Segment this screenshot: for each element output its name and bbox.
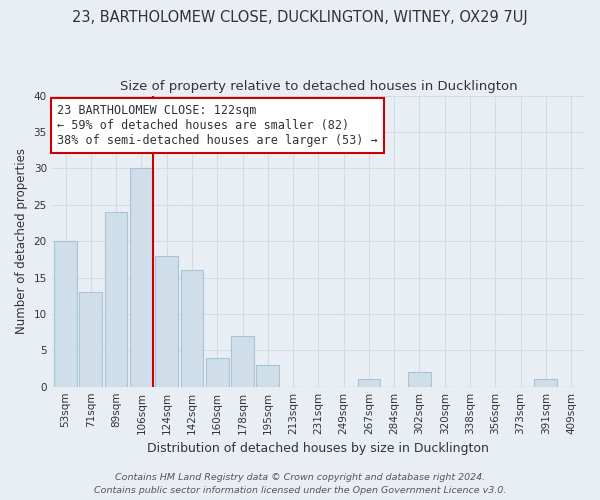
Bar xyxy=(358,380,380,386)
Bar xyxy=(181,270,203,386)
X-axis label: Distribution of detached houses by size in Ducklington: Distribution of detached houses by size … xyxy=(148,442,489,455)
Bar xyxy=(54,241,77,386)
Text: 23 BARTHOLOMEW CLOSE: 122sqm
← 59% of detached houses are smaller (82)
38% of se: 23 BARTHOLOMEW CLOSE: 122sqm ← 59% of de… xyxy=(57,104,377,148)
Bar xyxy=(231,336,254,386)
Bar xyxy=(256,365,279,386)
Bar xyxy=(535,380,557,386)
Bar xyxy=(105,212,127,386)
Bar xyxy=(408,372,431,386)
Text: 23, BARTHOLOMEW CLOSE, DUCKLINGTON, WITNEY, OX29 7UJ: 23, BARTHOLOMEW CLOSE, DUCKLINGTON, WITN… xyxy=(72,10,528,25)
Y-axis label: Number of detached properties: Number of detached properties xyxy=(15,148,28,334)
Text: Contains HM Land Registry data © Crown copyright and database right 2024.
Contai: Contains HM Land Registry data © Crown c… xyxy=(94,474,506,495)
Bar xyxy=(130,168,153,386)
Title: Size of property relative to detached houses in Ducklington: Size of property relative to detached ho… xyxy=(119,80,517,93)
Bar xyxy=(79,292,102,386)
Bar xyxy=(206,358,229,386)
Bar xyxy=(155,256,178,386)
